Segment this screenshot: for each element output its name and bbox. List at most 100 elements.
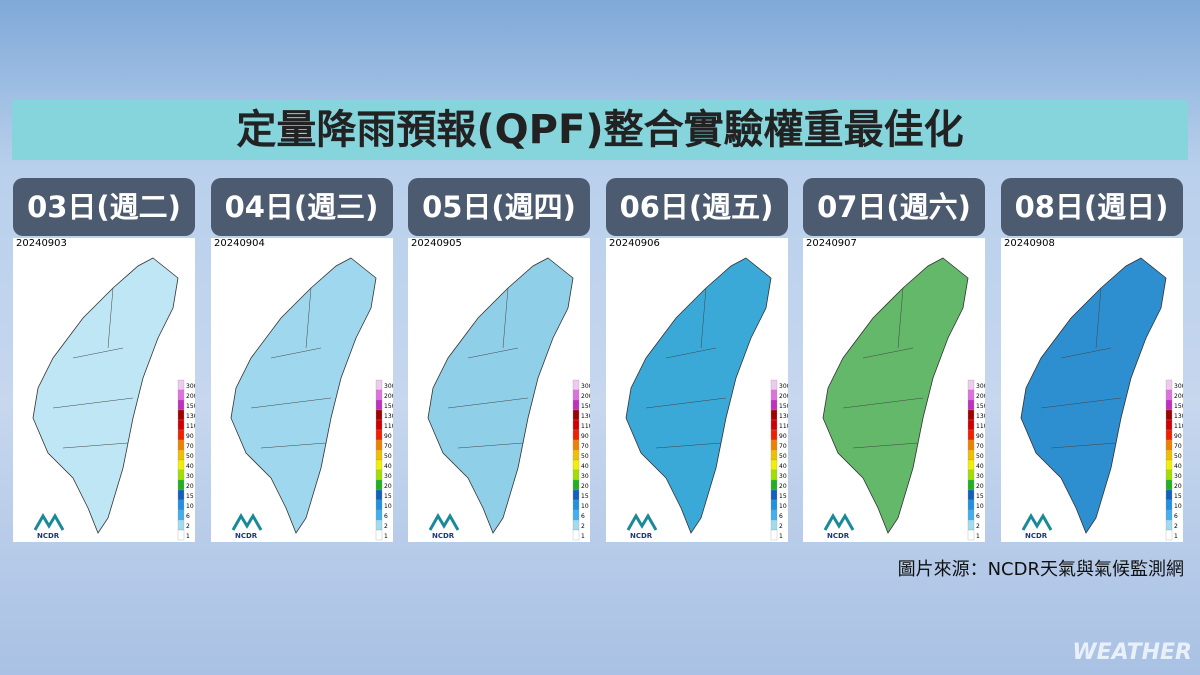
legend-level: 130	[976, 413, 985, 420]
map-panel: 20240908 300 200 150 130 110 90 70 50 40 30 20 15 10 6…	[1000, 238, 1183, 542]
legend-swatch	[1165, 469, 1172, 481]
legend-swatch	[1165, 409, 1172, 421]
legend-level: 6	[384, 513, 388, 520]
legend-level: 20	[1174, 483, 1182, 490]
legend-level: 130	[581, 413, 590, 420]
legend-swatch	[177, 499, 185, 511]
legend-level: 50	[186, 453, 194, 460]
legend-swatch	[572, 479, 580, 491]
legend-swatch	[572, 409, 580, 421]
legend-swatch	[375, 509, 382, 521]
day-label: 04日(週三)	[210, 178, 393, 236]
watermark: WEATHER	[1072, 640, 1192, 665]
legend-swatch	[1165, 389, 1172, 401]
legend-swatch	[572, 499, 580, 511]
logo-mark	[428, 513, 460, 531]
legend-level: 300	[779, 383, 788, 390]
legend-swatch	[177, 469, 185, 481]
legend-swatch	[770, 429, 777, 441]
legend-swatch	[967, 459, 975, 471]
legend-swatch	[375, 409, 382, 421]
map: 20240903 300 200 150 130 110 90 70 50 40 30 20 15 10 6…	[16, 238, 195, 541]
legend-level: 300	[1174, 383, 1183, 390]
legend-swatch	[1165, 449, 1172, 461]
legend-level: 130	[384, 413, 393, 420]
legend-level: 70	[581, 443, 589, 450]
legend-swatch	[177, 379, 185, 391]
date: 20240907	[806, 238, 857, 249]
taiwan-map	[625, 257, 771, 534]
day-label: 03日(週二)	[13, 178, 195, 236]
legend-swatch	[572, 469, 580, 481]
legend-swatch	[967, 389, 975, 401]
day-label: 05日(週四)	[408, 178, 590, 236]
legend-level: 2	[779, 523, 783, 530]
legend-swatch	[375, 389, 382, 401]
legend-level: 15	[186, 493, 194, 500]
legend-level: 1	[186, 533, 190, 540]
legend-level: 1	[1174, 533, 1178, 540]
legend-swatch	[375, 449, 382, 461]
legend-swatch	[177, 419, 185, 431]
legend-swatch	[572, 429, 580, 441]
legend-swatch	[572, 509, 580, 521]
legend-swatch	[375, 439, 382, 451]
legend-level: 10	[779, 503, 787, 510]
legend-level: 10	[581, 503, 589, 510]
legend-level: 6	[779, 513, 783, 520]
legend-swatch	[177, 439, 185, 451]
legend-swatch	[572, 389, 580, 401]
legend-level: 6	[1174, 513, 1178, 520]
legend-level: 30	[1174, 473, 1182, 480]
logo: NCDR	[37, 532, 60, 540]
legend-swatch	[1165, 499, 1172, 511]
legend-level: 20	[779, 483, 787, 490]
legend-swatch	[177, 399, 185, 411]
map-panel: 20240903 300 200 150 130 110 90 70 50 40 30 20 15 10 6…	[13, 238, 195, 542]
legend-swatch	[375, 519, 382, 531]
legend-level: 70	[779, 443, 787, 450]
logo: NCDR	[1025, 532, 1048, 540]
legend-swatch	[177, 459, 185, 471]
map: 20240908 300 200 150 130 110 90 70 50 40 30 20 15 10 6…	[1004, 238, 1183, 541]
logo: NCDR	[235, 532, 258, 540]
counties	[52, 287, 134, 449]
map: 20240905 300 200 150 130 110 90 70 50 40 30 20 15 10 6…	[411, 238, 590, 541]
legend-level: 70	[186, 443, 194, 450]
legend-swatch	[1165, 439, 1172, 451]
legend-swatch	[572, 379, 580, 391]
legend-swatch	[770, 499, 777, 511]
legend-level: 150	[779, 403, 788, 410]
day-label: 08日(週日)	[1000, 178, 1183, 236]
day-label: 06日(週五)	[605, 178, 788, 236]
legend-level: 15	[976, 493, 984, 500]
taiwan-map	[32, 257, 179, 534]
legend-swatch	[770, 419, 777, 431]
legend-swatch	[177, 449, 185, 461]
legend-swatch	[177, 489, 185, 501]
legend-level: 20	[581, 483, 589, 490]
map: 20240906 300 200 150 130 110 90 70 50 40 30 20 15 10 6…	[609, 238, 788, 541]
legend-swatch	[572, 459, 580, 471]
logo-mark	[231, 513, 262, 531]
legend-level: 200	[976, 393, 985, 400]
legend-level: 200	[779, 393, 788, 400]
legend-swatch	[375, 459, 382, 471]
legend-level: 40	[384, 463, 392, 470]
source: 圖片來源：NCDR天氣與氣候監測網	[897, 559, 1184, 580]
legend-level: 200	[384, 393, 393, 400]
map-panel: 20240904 300 200 150 130 110 90 70 50 40 30 20 15 10 6…	[210, 238, 393, 542]
legend-level: 150	[976, 403, 985, 410]
legend-level: 90	[186, 433, 194, 440]
legend-swatch	[770, 459, 777, 471]
legend-swatch	[1165, 509, 1172, 521]
date: 20240905	[411, 238, 462, 249]
legend-level: 130	[779, 413, 788, 420]
legend-level: 90	[384, 433, 392, 440]
legend-level: 150	[384, 403, 393, 410]
legend-swatch	[770, 529, 777, 541]
legend-swatch	[967, 519, 975, 531]
legend-level: 2	[384, 523, 388, 530]
taiwan-map	[1020, 257, 1166, 534]
legend-swatch	[572, 399, 580, 411]
